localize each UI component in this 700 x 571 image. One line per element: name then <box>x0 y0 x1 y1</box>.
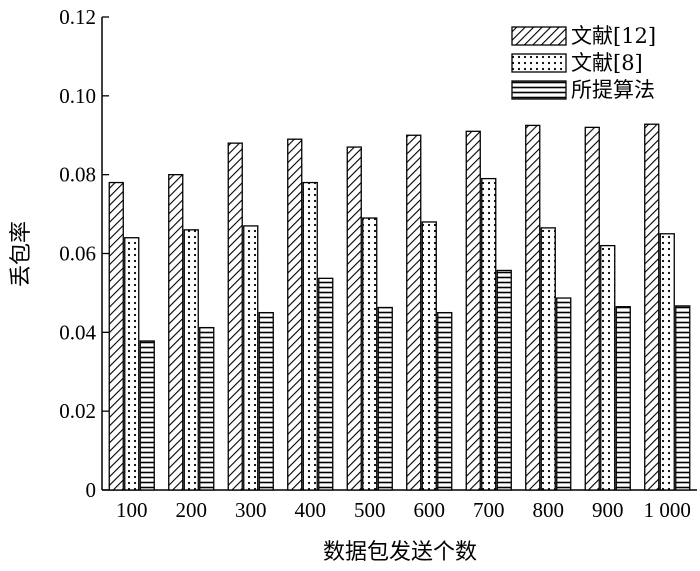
bar-diagonal-hatch <box>584 126 600 491</box>
bar-horizontal-hatch <box>199 326 215 491</box>
x-tick-label: 200 <box>176 498 208 522</box>
y-tick-label: 0.08 <box>59 163 96 187</box>
bar-horizontal-hatch <box>556 297 572 491</box>
x-tick-label: 100 <box>116 498 148 522</box>
y-axis-title: 丢包率 <box>9 221 34 287</box>
bar-horizontal-hatch <box>258 311 274 491</box>
x-tick-label: 300 <box>235 498 267 522</box>
legend-label: 文献[8] <box>571 51 643 75</box>
x-ticks: 100 200 300 400 500 600 700 800 900 1 000 <box>116 498 691 522</box>
bar-diagonal-hatch <box>525 124 541 491</box>
bars <box>108 123 691 491</box>
bar-dotted <box>600 244 616 491</box>
bar-horizontal-hatch <box>437 311 453 491</box>
y-ticks: 0 0.02 0.04 0.06 0.08 0.10 0.12 <box>59 5 109 502</box>
bar-diagonal-hatch <box>644 123 660 491</box>
x-tick-label: 800 <box>533 498 565 522</box>
y-tick-label: 0.06 <box>59 242 96 266</box>
bar-horizontal-hatch <box>615 306 631 491</box>
y-tick-label: 0.02 <box>59 399 96 423</box>
bar-diagonal-hatch <box>346 146 362 491</box>
y-tick-label: 0 <box>86 478 97 502</box>
bar-horizontal-hatch <box>496 269 512 491</box>
bar-diagonal-hatch <box>287 138 303 491</box>
y-tick-label: 0.12 <box>59 5 96 29</box>
x-tick-label: 400 <box>295 498 327 522</box>
bar-horizontal-hatch <box>318 277 334 491</box>
x-axis-title: 数据包发送个数 <box>323 540 477 565</box>
bar-dotted <box>302 181 318 491</box>
bar-diagonal-hatch <box>465 130 481 491</box>
bar-diagonal-hatch <box>108 181 124 491</box>
bar-diagonal-hatch <box>168 174 184 491</box>
bar-horizontal-hatch <box>675 305 691 491</box>
bar-dotted <box>540 227 556 491</box>
bar-horizontal-hatch <box>139 340 155 491</box>
legend: 文献[12] 文献[8] 所提算法 <box>511 24 656 102</box>
bar-diagonal-hatch <box>406 134 422 491</box>
legend-swatch <box>511 53 567 73</box>
x-tick-label: 600 <box>414 498 446 522</box>
legend-swatch <box>511 26 567 46</box>
bar-dotted <box>124 237 140 491</box>
y-tick-label: 0.04 <box>59 320 96 344</box>
bar-dotted <box>659 233 675 491</box>
x-tick-label: 700 <box>473 498 505 522</box>
legend-label: 文献[12] <box>571 24 656 48</box>
y-tick-label: 0.10 <box>59 84 96 108</box>
bar-dotted <box>362 217 378 491</box>
bar-dotted <box>243 225 259 491</box>
x-tick-label: 1 000 <box>644 498 691 522</box>
bar-dotted <box>421 221 437 491</box>
legend-swatch <box>511 80 567 100</box>
bar-horizontal-hatch <box>377 306 393 491</box>
x-tick-label: 500 <box>354 498 386 522</box>
bar-diagonal-hatch <box>227 142 243 491</box>
x-tick-label: 900 <box>592 498 624 522</box>
legend-label: 所提算法 <box>571 78 655 102</box>
bar-dotted <box>481 177 497 491</box>
bar-dotted <box>183 229 199 491</box>
